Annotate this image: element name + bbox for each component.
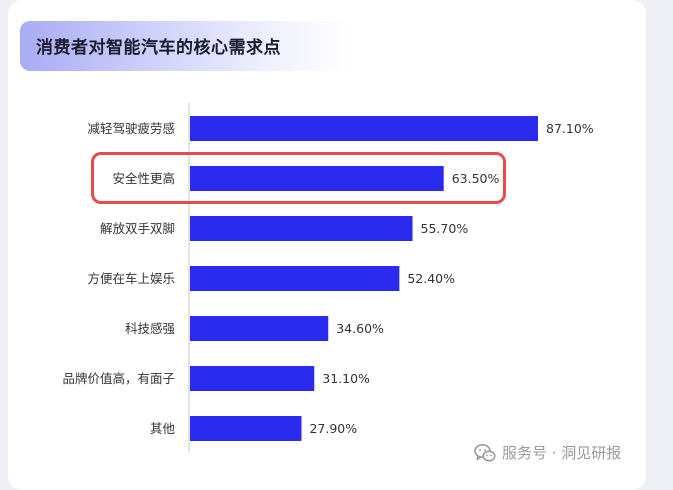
chart-card (8, 0, 646, 490)
bar (190, 316, 329, 341)
data-label: 63.50% (452, 171, 500, 186)
bar (190, 366, 315, 391)
bar (190, 266, 400, 291)
category-label: 其他 (150, 421, 176, 436)
data-label: 52.40% (407, 271, 455, 286)
bar (190, 116, 538, 141)
data-label: 87.10% (546, 121, 594, 136)
chart-title: 消费者对智能汽车的核心需求点 (36, 38, 281, 58)
data-label: 55.70% (421, 221, 469, 236)
bar (190, 216, 413, 241)
category-label: 方便在车上娱乐 (87, 271, 175, 286)
data-label: 27.90% (309, 421, 357, 436)
watermark-text: 服务号 · 洞见研报 (502, 444, 622, 462)
category-label: 减轻驾驶疲劳感 (87, 121, 175, 136)
data-label: 31.10% (322, 371, 370, 386)
category-label: 解放双手双脚 (100, 221, 175, 236)
data-label: 34.60% (336, 321, 384, 336)
bar (190, 166, 444, 191)
bar (190, 416, 302, 441)
category-label: 安全性更高 (112, 171, 175, 186)
highlight-box (91, 152, 506, 204)
wechat-icon (474, 443, 496, 461)
category-label: 品牌价值高，有面子 (62, 371, 175, 386)
title-banner (20, 21, 350, 71)
category-label: 科技感强 (125, 321, 176, 336)
bar-chart: 减轻驾驶疲劳感 87.10% 安全性更高 63.50% 解放双手双脚 55.70% 方便在车… (62, 103, 594, 453)
watermark: 服务号 · 洞见研报 (474, 442, 621, 463)
